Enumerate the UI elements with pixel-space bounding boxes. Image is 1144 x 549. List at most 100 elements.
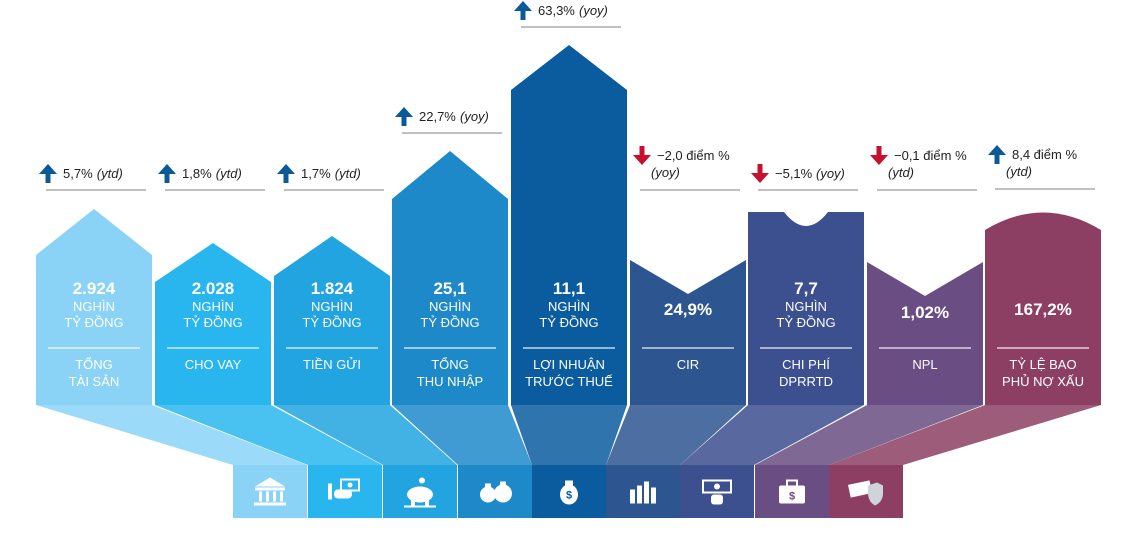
change-value: −0,1 điểm % [894, 148, 967, 163]
hand-money-icon [328, 478, 360, 500]
kpi-unit: NGHÌN [73, 299, 115, 314]
icon-tile-1 [233, 465, 307, 518]
kpi-value: 25,1 [433, 279, 466, 298]
change-basis: (ytd) [1006, 164, 1032, 179]
arrow-up-icon [277, 164, 295, 183]
arrow-down-icon [870, 146, 888, 165]
icon-tile-6 [606, 465, 680, 518]
column-shape [36, 209, 152, 405]
kpi-label: TỶ LỆ BAO [1009, 357, 1076, 372]
kpi-unit: TỶ ĐỒNG [302, 315, 361, 330]
change-basis: (ytd) [97, 166, 123, 181]
change-indicator-9: 8,4 điểm % (ytd) [988, 145, 1095, 190]
change-basis: (ytd) [888, 165, 914, 180]
kpi-unit: NGHÌN [548, 299, 590, 314]
kpi-unit: TỶ ĐỒNG [776, 315, 835, 330]
kpi-value: 7,7 [794, 279, 818, 298]
change-value: −5,1% [775, 166, 813, 181]
change-basis: (yoy) [651, 165, 680, 180]
kpi-value: 2.924 [73, 279, 116, 298]
kpi-label: CHI PHÍ [782, 357, 830, 372]
kpi-label: TÀI SẢN [69, 374, 120, 389]
kpi-unit: NGHÌN [192, 299, 234, 314]
kpi-label: THU NHẬP [417, 374, 483, 389]
bar-chart-icon [630, 481, 656, 504]
arrow-down-icon [751, 164, 769, 183]
money-bags-icon [480, 481, 512, 503]
funnel-1 [36, 405, 307, 465]
kpi-unit: TỶ ĐỒNG [539, 315, 598, 330]
funnel-connectors [36, 405, 1101, 465]
kpi-unit: TỶ ĐỒNG [420, 315, 479, 330]
shield-money-icon [847, 480, 883, 506]
change-basis: (yoy) [816, 166, 845, 181]
change-indicator-1: 5,7% (ytd) [39, 164, 146, 191]
column-shape [155, 243, 271, 405]
column-shape [392, 151, 508, 405]
arrow-down-icon [633, 146, 651, 165]
change-basis: (yoy) [579, 3, 608, 18]
funnel-3 [274, 405, 457, 465]
funnel-4 [392, 405, 532, 465]
change-value: 22,7% [419, 109, 456, 124]
kpi-value: 24,9% [664, 300, 712, 319]
funnel-5 [511, 405, 627, 465]
change-indicators: 5,7% (ytd) 1,8% (ytd) 1,7% (ytd)22,7% (yoy)63,… [39, 1, 1095, 191]
change-indicator-5: 63,3% (yoy) [514, 1, 621, 28]
cash-hand-icon [702, 479, 732, 505]
arrow-up-icon [39, 164, 57, 183]
funnel-9 [829, 405, 1101, 465]
kpi-label: CHO VAY [185, 357, 242, 372]
kpi-label: LỢI NHUẬN [533, 357, 605, 372]
kpi-label: NPL [912, 357, 937, 372]
funnel-8 [755, 405, 983, 465]
change-basis: (ytd) [216, 166, 242, 181]
column-shape [985, 212, 1101, 405]
funnel-6 [606, 405, 746, 465]
column-shape [748, 212, 864, 405]
change-value: 63,3% [538, 3, 575, 18]
column-shape [867, 262, 983, 405]
kpi-label: PHỦ NỢ XẤU [1002, 374, 1084, 389]
change-value: 1,7% [301, 166, 331, 181]
column-shape [630, 260, 746, 405]
change-indicator-8: −0,1 điểm % (ytd) [870, 146, 977, 191]
funnel-7 [680, 405, 864, 465]
money-bag-icon: $ [560, 480, 578, 505]
kpi-column-6: 24,9% CIR [630, 260, 746, 405]
change-value: 8,4 điểm % [1012, 147, 1077, 162]
kpi-value: 11,1 [553, 279, 585, 298]
kpi-unit: TỶ ĐỒNG [64, 315, 123, 330]
kpi-label: TỔNG [431, 357, 469, 372]
column-shape [274, 236, 390, 405]
kpi-value: 1.824 [311, 279, 354, 298]
change-value: 5,7% [63, 166, 93, 181]
change-indicator-4: 22,7% (yoy) [395, 107, 502, 134]
kpi-label: TỔNG [75, 357, 113, 372]
kpi-column-8: 1,02% NPL [867, 262, 983, 405]
icon-strip: $ $ [233, 465, 903, 518]
arrow-up-icon [158, 164, 176, 183]
arrow-up-icon [395, 107, 413, 126]
briefcase-money-icon: $ [779, 479, 805, 504]
kpi-unit: NGHÌN [429, 299, 471, 314]
bank-icon [254, 477, 286, 506]
kpi-unit: NGHÌN [311, 299, 353, 314]
kpi-label: CIR [677, 357, 699, 372]
piggy-bank-icon [404, 477, 436, 508]
svg-text:$: $ [789, 491, 795, 503]
kpi-label: TRƯỚC THUẾ [525, 374, 613, 389]
arrow-up-icon [988, 145, 1006, 164]
change-indicator-6: −2,0 điểm % (yoy) [633, 146, 740, 191]
kpi-column-9: 167,2% TỶ LỆ BAO PHỦ NỢ XẤU [985, 212, 1101, 405]
arrow-up-icon [514, 1, 532, 20]
kpi-label: TIỀN GỬI [303, 357, 361, 372]
kpi-unit: NGHÌN [785, 299, 827, 314]
